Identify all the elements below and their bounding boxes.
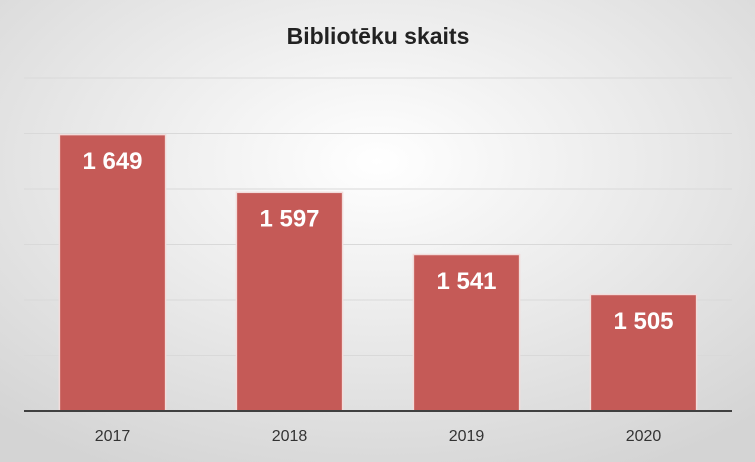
x-tick-label: 2018 xyxy=(272,428,308,445)
x-tick-label: 2017 xyxy=(95,428,131,445)
data-label: 1 649 xyxy=(82,148,142,175)
x-tick-label: 2020 xyxy=(626,428,662,445)
data-label: 1 541 xyxy=(436,268,496,295)
x-tick-label: 2019 xyxy=(449,428,485,445)
bar xyxy=(58,133,167,412)
bar xyxy=(235,191,344,412)
chart-title: Bibliotēku skaits xyxy=(287,23,470,49)
data-label: 1 505 xyxy=(613,308,673,335)
bar xyxy=(412,253,521,412)
data-label: 1 597 xyxy=(259,206,319,233)
